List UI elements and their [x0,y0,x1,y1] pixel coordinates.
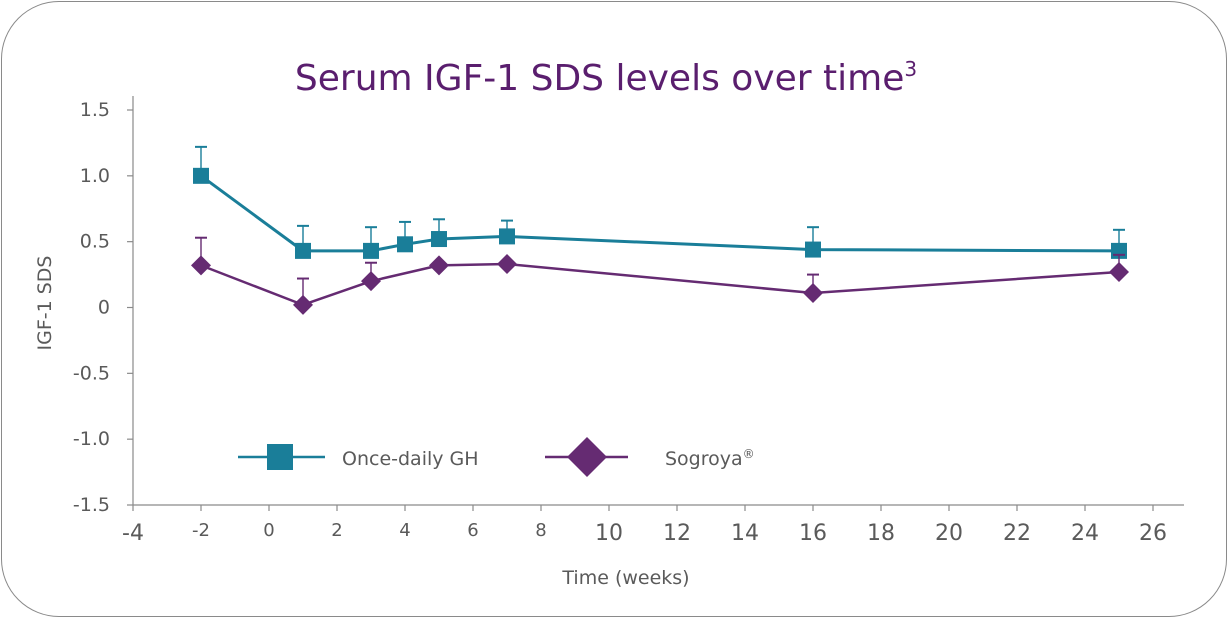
y-ticks: 1.5 1.0 0.5 0 -0.5 -1.0 -1.5 [73,99,133,516]
x-tick-label: 22 [1003,521,1031,546]
legend-label-once-daily-gh: Once-daily GH [342,448,479,470]
chart-title: Serum IGF-1 SDS levels over time3 [295,57,917,99]
x-tick-label: 18 [867,521,895,546]
x-tick-label: 12 [663,521,691,546]
data-point-square [805,241,821,258]
series-line [200,174,1120,253]
x-tick-label: 16 [799,521,827,546]
x-tick-label: 2 [331,520,342,541]
data-point-square [363,242,379,259]
legend-label-sogroya-text: Sogroya [665,448,743,470]
data-point-diamond [803,283,823,304]
y-tick-label: 1.5 [80,99,110,121]
data-point-square [397,236,413,253]
x-tick-label: -4 [122,521,144,546]
data-point-diamond [1109,261,1129,282]
y-tick-label: -0.5 [73,362,110,384]
data-point-square [193,167,209,184]
data-point-diamond [293,294,313,315]
data-point-diamond [497,254,517,275]
x-tick-label: 24 [1071,521,1099,546]
data-point-diamond [361,271,381,292]
series-layer [191,145,1129,315]
y-tick-label: 0.5 [80,231,110,253]
chart-title-text: Serum IGF-1 SDS levels over time [295,58,904,99]
x-ticks: -4 -2 0 2 4 6 8 10 12 14 16 18 20 22 24 26 [122,505,1167,546]
x-tick-label: 14 [731,521,759,546]
legend-label-sogroya-mark: ® [743,447,755,461]
data-point-square [431,231,447,248]
x-tick-label: 20 [935,521,963,546]
x-tick-label: 8 [535,520,546,541]
x-tick-label: 10 [595,521,623,546]
x-tick-label: 0 [263,520,274,541]
series-sogroya [191,236,1129,315]
x-tick-label: 26 [1139,521,1167,546]
x-tick-label: 6 [467,520,478,541]
y-axis-label: IGF-1 SDS [34,256,56,351]
legend-label-sogroya: Sogroya® [665,447,755,470]
legend: Once-daily GH Sogroya® [238,437,755,477]
x-axis-label: Time (weeks) [561,567,689,589]
legend-marker-diamond [567,437,607,477]
data-point-square [295,242,311,259]
y-tick-label: 0 [98,297,110,319]
y-tick-label: -1.5 [73,494,110,516]
data-point-diamond [191,255,211,276]
series-line [200,262,1120,307]
x-tick-label: -2 [192,520,210,541]
y-tick-label: 1.0 [80,165,110,187]
data-point-square [499,228,515,245]
x-tick-label: 4 [399,520,410,541]
data-point-diamond [429,255,449,276]
legend-marker-square [267,444,293,470]
chart-title-superscript: 3 [904,57,917,81]
y-tick-label: -1.0 [73,428,110,450]
series-once-daily-gh [193,145,1127,259]
